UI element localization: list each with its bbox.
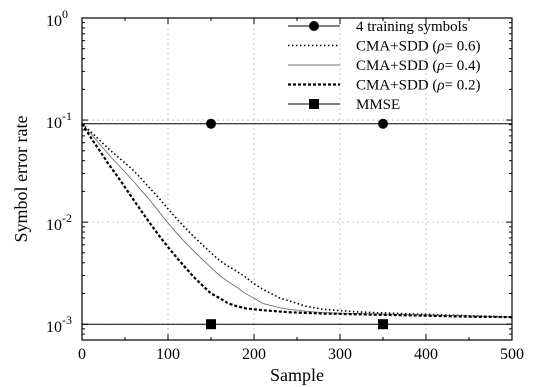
legend-label-4: MMSE <box>356 97 400 113</box>
legend-label-3: CMA+SDD (ρ= 0.2) <box>356 78 481 94</box>
series-line-1 <box>81 123 513 318</box>
series-marker-square <box>378 319 388 330</box>
legend-label-2: CMA+SDD (ρ= 0.4) <box>356 58 481 74</box>
y-tick-label: 100 <box>46 7 68 30</box>
legend-layer: 4 training symbols CMA+SDD (ρ= 0.6) CMA+SD… <box>288 19 481 113</box>
x-tick-label: 400 <box>414 346 438 363</box>
x-tick-label: 500 <box>500 346 524 363</box>
legend-label-0: 4 training symbols <box>356 19 468 35</box>
y-tick-label: 10-3 <box>46 313 72 336</box>
x-tick-label: 300 <box>328 346 352 363</box>
series-line-3 <box>81 123 513 319</box>
series-marker-circle <box>378 118 388 129</box>
y-tick-label: 10-1 <box>46 109 72 132</box>
y-axis-title: Symbol error rate <box>11 116 31 243</box>
series-marker-circle <box>206 118 216 129</box>
legend-label-1: CMA+SDD (ρ= 0.6) <box>356 39 481 55</box>
x-tick-label: 100 <box>156 346 180 363</box>
x-axis-title: Sample <box>270 365 324 385</box>
y-tick-label: 10-2 <box>46 211 72 234</box>
legend-marker-square <box>309 99 319 109</box>
tick-layer: 0 100 200 300 400 500 100 10-1 10-2 10-3 <box>46 7 524 363</box>
legend-marker-circle <box>309 21 319 31</box>
series-marker-square <box>206 319 216 330</box>
x-tick-label: 0 <box>78 346 86 363</box>
series-line-2 <box>81 123 513 318</box>
series-layer <box>81 118 513 330</box>
x-tick-label: 200 <box>242 346 266 363</box>
